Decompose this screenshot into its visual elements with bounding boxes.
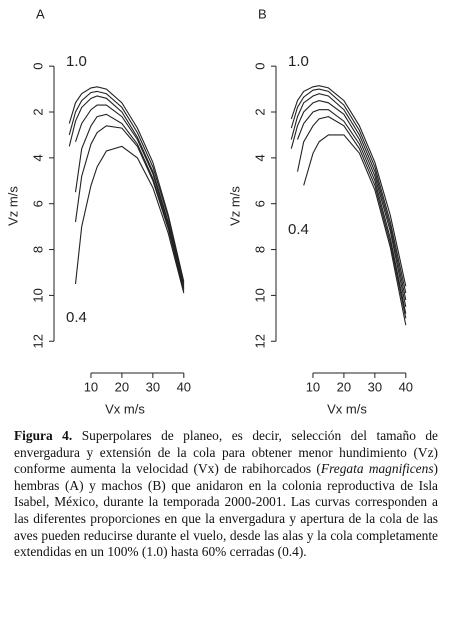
curve-annotation: 0.4	[288, 221, 309, 238]
y-axis-label: Vz m/s	[5, 186, 20, 226]
x-tick-label: 40	[399, 379, 413, 394]
curve	[303, 134, 407, 326]
y-tick-label: 8	[30, 246, 45, 253]
curve-annotation: 1.0	[288, 53, 309, 70]
x-tick-label: 40	[177, 379, 191, 394]
curve	[68, 86, 185, 282]
x-tick-label: 20	[337, 379, 351, 394]
caption-label: Figura 4.	[14, 428, 73, 443]
y-axis-label: Vz m/s	[227, 186, 242, 226]
curve	[296, 109, 407, 314]
curve	[74, 125, 185, 291]
y-tick-label: 2	[252, 108, 267, 115]
caption: Figura 4. Superpolares de planeo, es dec…	[14, 428, 438, 561]
curve	[290, 85, 407, 287]
y-tick-label: 0	[252, 63, 267, 70]
y-tick-label: 4	[30, 154, 45, 161]
y-tick-label: 2	[30, 108, 45, 115]
y-tick-label: 8	[252, 246, 267, 253]
curve	[74, 113, 185, 289]
x-axis-label: Vx m/s	[327, 401, 367, 416]
curve	[68, 90, 185, 285]
y-tick-label: 12	[30, 334, 45, 348]
x-tick-label: 30	[146, 379, 160, 394]
curve-annotation: 0.4	[66, 309, 87, 326]
y-tick-label: 6	[30, 200, 45, 207]
caption-text: Superpolares de planeo, es decir, selecc…	[14, 428, 438, 477]
curve	[68, 95, 185, 287]
x-tick-label: 30	[368, 379, 382, 394]
caption-species: Fregata magnificens	[320, 461, 434, 477]
caption-text: ) hembras (A) y machos (B) que anidaron …	[14, 461, 438, 560]
y-tick-label: 12	[252, 334, 267, 348]
curve	[296, 116, 407, 319]
y-tick-label: 0	[30, 63, 45, 70]
curve	[290, 93, 407, 301]
figure-charts: A 0 2 4 6 8 10 12 Vz m/s 10 20 30 40 Vx m/s 1.0 0.4 B 0 2 4…	[5, 6, 413, 416]
x-tick-label: 10	[84, 379, 98, 394]
x-tick-label: 10	[306, 379, 320, 394]
panel-label: B	[258, 6, 267, 21]
curve	[290, 100, 407, 308]
curve	[290, 88, 407, 294]
curve	[74, 104, 185, 289]
x-tick-label: 20	[115, 379, 129, 394]
curve-annotation: 1.0	[66, 53, 87, 70]
panel-label: A	[36, 6, 45, 21]
y-tick-label: 4	[252, 154, 267, 161]
y-tick-label: 6	[252, 200, 267, 207]
y-tick-label: 10	[30, 288, 45, 302]
x-axis-label: Vx m/s	[105, 401, 145, 416]
curve	[74, 145, 185, 294]
y-tick-label: 10	[252, 288, 267, 302]
